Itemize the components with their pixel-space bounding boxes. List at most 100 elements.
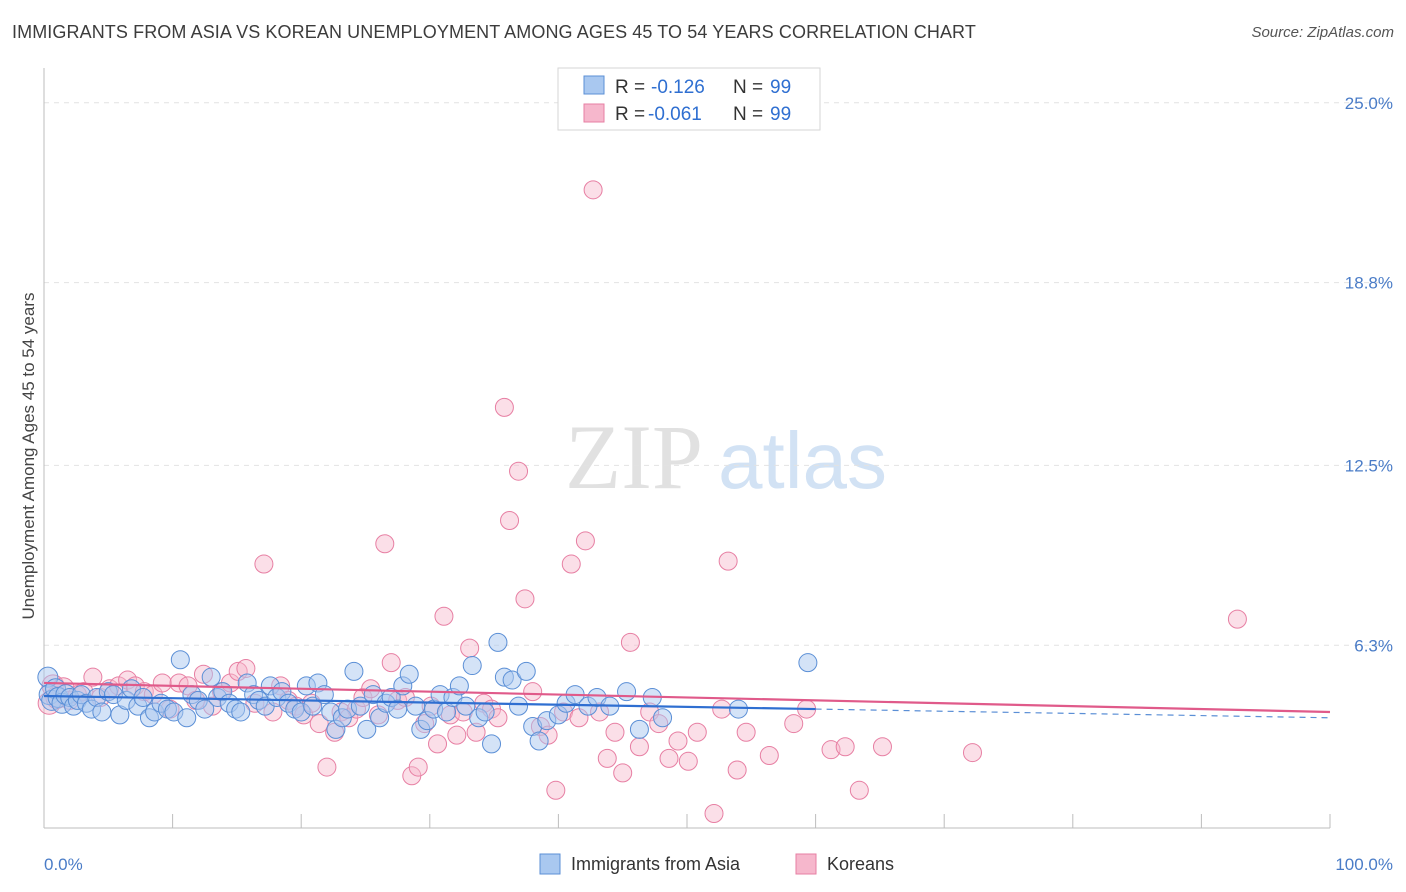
point-koreans-96	[849, 780, 869, 800]
point-koreans-56	[460, 638, 480, 658]
point-koreans-68	[546, 780, 566, 800]
x-tick-label-1: 100.0%	[1335, 855, 1393, 874]
point-koreans-79	[629, 737, 649, 757]
point-asia-37	[231, 702, 251, 722]
point-asia-32	[201, 667, 221, 687]
legend-n-label-asia: N =	[733, 77, 763, 98]
y-tick-label-3: 25.0%	[1345, 94, 1393, 113]
point-asia-58	[357, 719, 377, 739]
y-tick-labels: 6.3% 12.5% 18.8% 25.0%	[1345, 94, 1393, 655]
point-asia-81	[502, 670, 522, 690]
point-koreans-76	[605, 722, 625, 742]
point-koreans-27	[254, 554, 274, 574]
y-tick-label-1: 12.5%	[1345, 456, 1393, 475]
point-asia-65	[399, 664, 419, 684]
bottom-legend: Immigrants from Asia Koreans	[539, 853, 894, 875]
point-koreans-65	[523, 682, 543, 702]
chart-title: IMMIGRANTS FROM ASIA VS KOREAN UNEMPLOYM…	[12, 22, 976, 42]
point-koreans-94	[821, 740, 841, 760]
legend-swatch-asia	[583, 75, 605, 95]
point-asia-77	[475, 702, 495, 722]
point-asia-31	[195, 699, 215, 719]
correlation-legend: R = -0.126 N = 99 R = -0.061 N = 99	[557, 67, 821, 131]
point-asia-28	[177, 708, 197, 728]
point-asia-97	[728, 699, 748, 719]
point-koreans-52	[434, 606, 454, 626]
point-koreans-61	[494, 397, 514, 417]
point-koreans-48	[408, 757, 428, 777]
legend-r-label-korean: R =	[615, 104, 645, 125]
point-koreans-97	[872, 737, 892, 757]
point-koreans-51	[428, 734, 448, 754]
y-tick-label-0: 6.3%	[1354, 636, 1393, 655]
point-koreans-7	[83, 667, 103, 687]
point-koreans-89	[727, 760, 747, 780]
y-axis-label: Unemployment Among Ages 45 to 54 years	[19, 293, 38, 620]
point-asia-98	[798, 653, 818, 673]
bottom-legend-label-asia: Immigrants from Asia	[571, 854, 741, 874]
bottom-legend-swatch-asia	[539, 853, 561, 875]
trend-line-koreans	[43, 681, 1331, 714]
point-koreans-75	[597, 748, 617, 768]
point-koreans-34	[309, 714, 329, 734]
point-asia-78	[482, 734, 502, 754]
point-koreans-84	[678, 751, 698, 771]
point-koreans-82	[659, 748, 679, 768]
point-koreans-35	[317, 757, 337, 777]
point-koreans-98	[962, 743, 982, 763]
x-tick-labels: 0.0% 100.0%	[44, 855, 1393, 874]
y-tick-label-2: 18.8%	[1345, 274, 1393, 293]
point-koreans-73	[583, 180, 603, 200]
point-koreans-63	[509, 461, 529, 481]
watermark-atlas: atlas	[718, 416, 887, 505]
point-asia-94	[629, 719, 649, 739]
x-tick-label-0: 0.0%	[44, 855, 83, 874]
point-asia-79	[488, 632, 508, 652]
point-koreans-86	[704, 803, 724, 823]
point-koreans-15	[152, 673, 172, 693]
legend-r-value-asia: -0.126	[651, 77, 705, 98]
point-asia-74	[456, 696, 476, 716]
point-koreans-87	[712, 699, 732, 719]
x-axis-ticks	[43, 814, 1331, 828]
legend-n-label-korean: N =	[733, 104, 763, 125]
point-asia-82	[509, 696, 529, 716]
legend-r-label-asia: R =	[615, 77, 645, 98]
point-koreans-78	[620, 632, 640, 652]
legend-r-value-korean: -0.061	[648, 104, 702, 125]
point-koreans-92	[784, 714, 804, 734]
point-asia-73	[449, 676, 469, 696]
point-asia-83	[516, 661, 536, 681]
point-asia-96	[653, 708, 673, 728]
point-koreans-99	[1227, 609, 1247, 629]
point-asia-66	[406, 696, 426, 716]
point-koreans-62	[500, 511, 520, 531]
bottom-legend-label-korean: Koreans	[827, 854, 894, 874]
point-koreans-43	[375, 534, 395, 554]
point-asia-85	[529, 731, 549, 751]
point-koreans-77	[613, 763, 633, 783]
point-asia-75	[462, 656, 482, 676]
point-asia-27	[170, 650, 190, 670]
watermark-zip: ZIP	[565, 406, 703, 508]
point-koreans-85	[687, 722, 707, 742]
point-koreans-88	[718, 551, 738, 571]
point-koreans-83	[668, 731, 688, 751]
trend-line-immigrants-from-asia	[43, 694, 816, 711]
point-koreans-70	[561, 554, 581, 574]
legend-n-value-asia: 99	[770, 77, 791, 98]
point-koreans-90	[736, 722, 756, 742]
point-koreans-44	[381, 653, 401, 673]
point-koreans-72	[575, 531, 595, 551]
trend-line-immigrants-from-asia-extension	[815, 708, 1331, 719]
point-asia-93	[617, 682, 637, 702]
source-label: Source: ZipAtlas.com	[1251, 24, 1394, 41]
point-koreans-64	[515, 589, 535, 609]
point-koreans-54	[447, 725, 467, 745]
bottom-legend-swatch-korean	[795, 853, 817, 875]
gridlines	[44, 102, 1392, 646]
point-asia-56	[344, 661, 364, 681]
legend-n-value-korean: 99	[770, 104, 791, 125]
legend-swatch-korean	[583, 103, 605, 123]
